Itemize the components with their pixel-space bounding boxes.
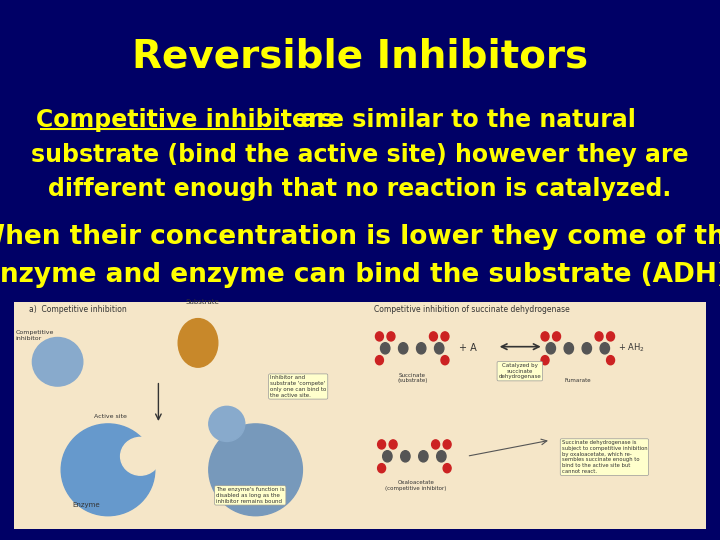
Ellipse shape <box>435 343 444 354</box>
Text: Fumarate: Fumarate <box>565 379 591 383</box>
Text: Succinate dehydrogenase is
subject to competitive inhibition
by oxaloacetate, wh: Succinate dehydrogenase is subject to co… <box>562 440 647 474</box>
Text: Substrate: Substrate <box>185 299 219 305</box>
FancyBboxPatch shape <box>14 302 706 529</box>
Text: substrate (bind the active site) however they are: substrate (bind the active site) however… <box>31 143 689 167</box>
Text: Competitive
inhibitor: Competitive inhibitor <box>16 330 54 341</box>
Text: Enzyme: Enzyme <box>72 502 99 508</box>
Ellipse shape <box>387 332 395 341</box>
Text: Oxaloacetate
(competitive inhibitor): Oxaloacetate (competitive inhibitor) <box>385 480 447 491</box>
Ellipse shape <box>595 332 603 341</box>
Ellipse shape <box>541 356 549 364</box>
Ellipse shape <box>209 424 302 516</box>
Text: Competitive inhibiters: Competitive inhibiters <box>36 108 334 132</box>
Ellipse shape <box>209 406 245 442</box>
Ellipse shape <box>546 343 555 354</box>
Ellipse shape <box>606 356 615 364</box>
Ellipse shape <box>377 440 386 449</box>
Text: When their concentration is lower they come of the: When their concentration is lower they c… <box>0 224 720 250</box>
Ellipse shape <box>383 451 392 462</box>
Ellipse shape <box>399 343 408 354</box>
Ellipse shape <box>429 332 438 341</box>
Ellipse shape <box>61 424 155 516</box>
Ellipse shape <box>179 319 218 367</box>
Text: Succinate
(substrate): Succinate (substrate) <box>397 373 428 383</box>
Ellipse shape <box>32 338 83 386</box>
Text: a)  Competitive inhibition: a) Competitive inhibition <box>29 305 127 314</box>
Ellipse shape <box>541 332 549 341</box>
Ellipse shape <box>121 437 161 475</box>
Ellipse shape <box>381 343 390 354</box>
Ellipse shape <box>443 464 451 472</box>
Ellipse shape <box>389 440 397 449</box>
Ellipse shape <box>377 464 386 472</box>
Text: The enzyme's function is
disabled as long as the
inhibitor remains bound: The enzyme's function is disabled as lon… <box>216 487 284 504</box>
Ellipse shape <box>564 343 574 354</box>
Ellipse shape <box>375 356 384 364</box>
Ellipse shape <box>600 343 609 354</box>
Ellipse shape <box>552 332 561 341</box>
Ellipse shape <box>441 356 449 364</box>
Text: + A: + A <box>459 343 477 353</box>
Ellipse shape <box>400 451 410 462</box>
Text: enzyme and enzyme can bind the substrate (ADH).: enzyme and enzyme can bind the substrate… <box>0 262 720 288</box>
Ellipse shape <box>441 332 449 341</box>
Text: are similar to the natural: are similar to the natural <box>284 108 636 132</box>
Ellipse shape <box>419 451 428 462</box>
Ellipse shape <box>443 440 451 449</box>
Ellipse shape <box>431 440 440 449</box>
Text: different enough that no reaction is catalyzed.: different enough that no reaction is cat… <box>48 177 672 201</box>
Text: Active site: Active site <box>94 415 127 420</box>
Text: + AH$_2$: + AH$_2$ <box>618 342 644 354</box>
Ellipse shape <box>436 451 446 462</box>
Ellipse shape <box>582 343 592 354</box>
Ellipse shape <box>375 332 384 341</box>
Ellipse shape <box>606 332 615 341</box>
Text: Competitive inhibition of succinate dehydrogenase: Competitive inhibition of succinate dehy… <box>374 305 570 314</box>
Text: Reversible Inhibitors: Reversible Inhibitors <box>132 38 588 76</box>
Ellipse shape <box>417 343 426 354</box>
Text: Inhibitor and
substrate 'compete'
only one can bind to
the active site.: Inhibitor and substrate 'compete' only o… <box>270 375 326 397</box>
Text: Catalyzed by
succinate
dehydrogenase: Catalyzed by succinate dehydrogenase <box>498 363 541 380</box>
